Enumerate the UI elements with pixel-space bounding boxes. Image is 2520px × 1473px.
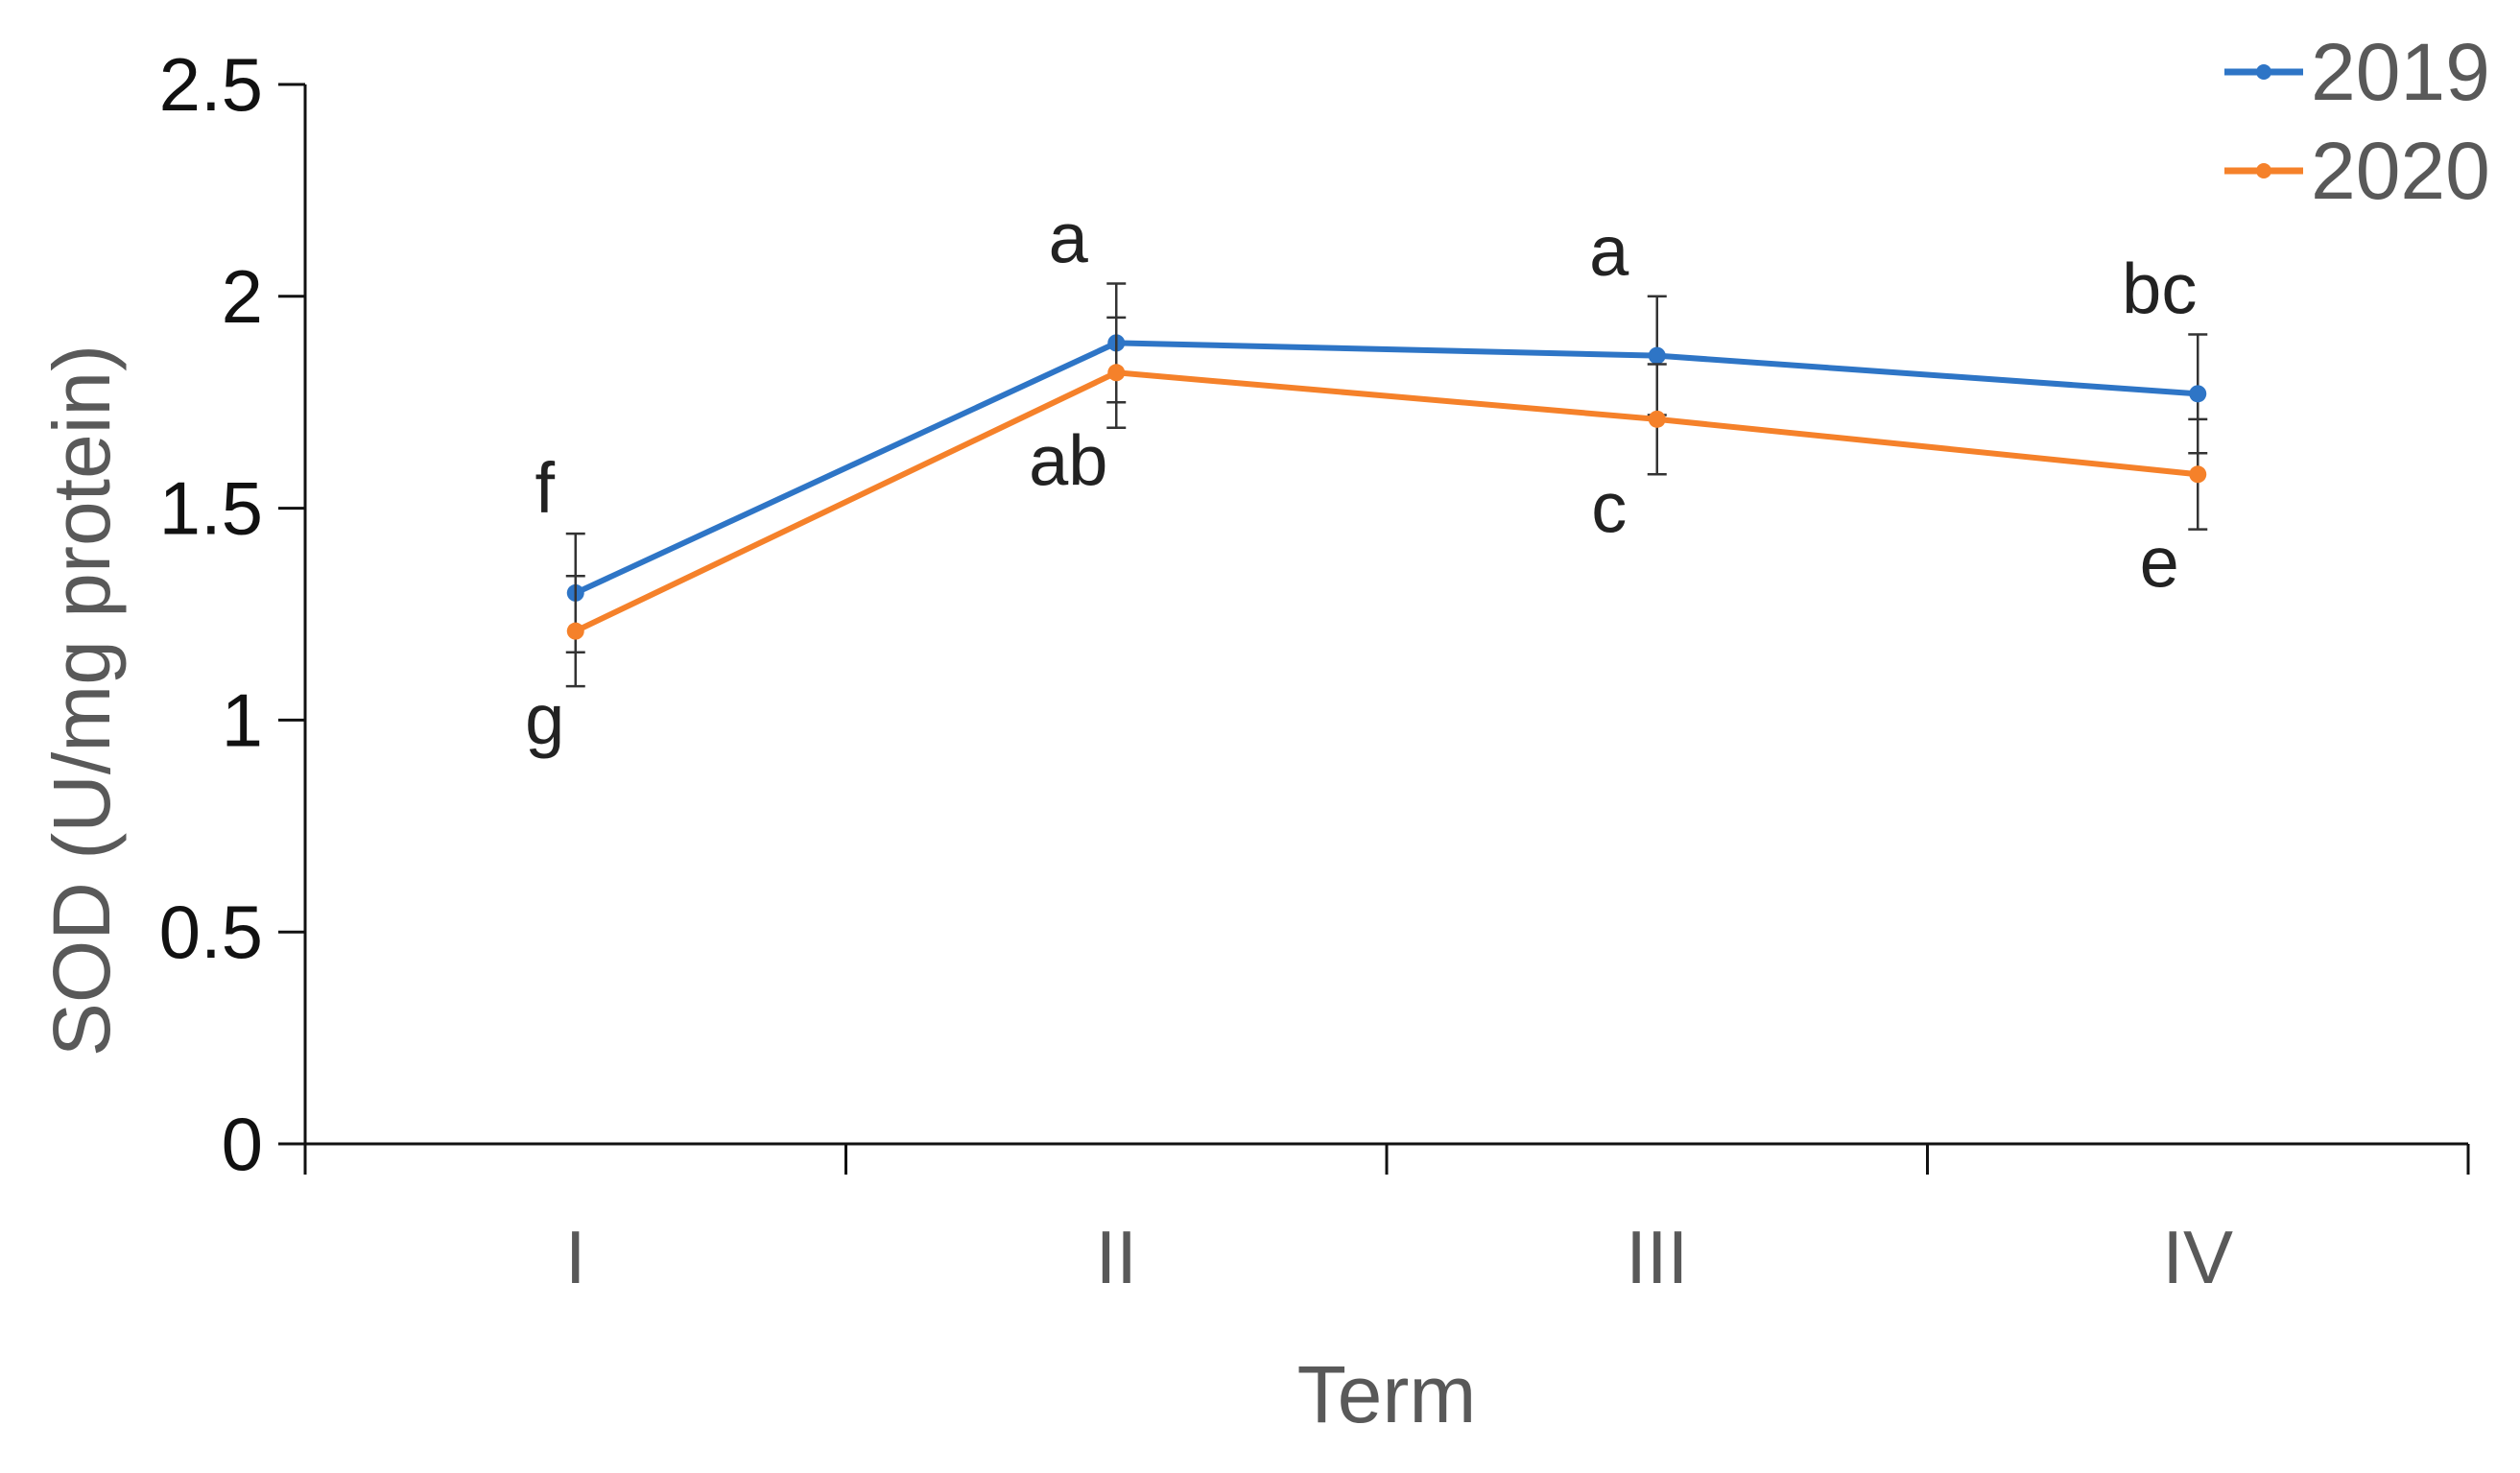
x-tick-label: II bbox=[1096, 1215, 1137, 1299]
series-line-2020 bbox=[574, 369, 2199, 634]
x-tick-label: I bbox=[565, 1215, 586, 1299]
significance-label: f bbox=[535, 448, 555, 528]
y-tick-label: 1 bbox=[222, 677, 263, 762]
y-tick-label: 0.5 bbox=[159, 890, 263, 974]
significance-label: bc bbox=[2122, 249, 2197, 329]
y-axis-title: SOD (U/mg protein) bbox=[36, 344, 127, 1057]
data-point bbox=[566, 622, 584, 640]
y-tick-label: 2 bbox=[222, 254, 263, 339]
legend-item-2020: 2020 bbox=[2224, 126, 2490, 216]
data-point bbox=[1648, 410, 1666, 428]
x-tick-label: IV bbox=[2162, 1215, 2233, 1299]
axes bbox=[303, 84, 2468, 1146]
x-ticks: I II III IV bbox=[303, 1144, 2470, 1299]
data-point bbox=[1107, 364, 1126, 382]
series-line-2019 bbox=[574, 340, 2199, 596]
data-point bbox=[2189, 385, 2207, 403]
series-2020: g ab c e bbox=[525, 316, 2208, 759]
significance-label: e bbox=[2140, 523, 2179, 603]
y-ticks: 0 0.5 1 1.5 2 2.5 bbox=[159, 42, 305, 1186]
legend-item-2019: 2019 bbox=[2224, 27, 2490, 117]
significance-label: c bbox=[1591, 467, 1627, 547]
significance-label: a bbox=[1049, 199, 1089, 278]
data-point bbox=[1648, 346, 1666, 365]
legend-swatch-marker bbox=[2256, 163, 2271, 178]
significance-label: a bbox=[1589, 211, 1629, 291]
y-tick-label: 2.5 bbox=[159, 42, 263, 127]
series-2019: fa a bc bbox=[535, 199, 2208, 653]
x-axis-title: Term bbox=[1297, 1349, 1477, 1439]
legend-swatch-marker bbox=[2256, 64, 2271, 80]
legend-label: 2020 bbox=[2311, 126, 2490, 216]
y-tick-label: 0 bbox=[222, 1102, 263, 1186]
x-tick-label: III bbox=[1626, 1215, 1688, 1299]
significance-label: g bbox=[525, 679, 564, 759]
significance-label: ab bbox=[1029, 421, 1107, 501]
legend-label: 2019 bbox=[2311, 27, 2490, 117]
y-tick-label: 1.5 bbox=[159, 466, 263, 551]
data-point bbox=[2189, 465, 2207, 484]
